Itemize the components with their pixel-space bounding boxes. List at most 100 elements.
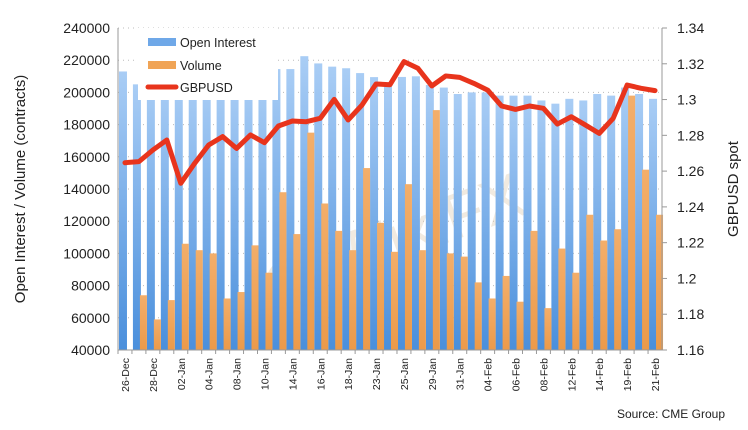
bar-open-interest (495, 95, 504, 351)
bar-open-interest (230, 84, 239, 350)
point-gbpusd (654, 90, 656, 92)
point-gbpusd (570, 116, 572, 118)
y2-tick-label: 1.28 (677, 127, 704, 143)
y-tick-label: 160000 (63, 149, 110, 165)
y-tick-label: 180000 (63, 117, 110, 133)
legend-swatch-open-interest (148, 38, 176, 46)
bar-open-interest (174, 84, 183, 350)
point-gbpusd (263, 142, 265, 144)
bar-volume (237, 292, 245, 350)
point-gbpusd (166, 139, 168, 141)
bar-volume (628, 95, 636, 351)
bar-open-interest (216, 84, 225, 350)
point-gbpusd (584, 124, 586, 126)
y-tick-label: 80000 (71, 278, 110, 294)
bar-volume (363, 168, 371, 350)
bar-volume (404, 184, 412, 350)
x-tick-label: 04-Feb (483, 358, 495, 391)
bar-volume (335, 230, 343, 350)
bar-volume (432, 110, 440, 350)
bar-open-interest (328, 66, 337, 350)
y-tick-label: 140000 (63, 181, 110, 197)
point-gbpusd (277, 125, 279, 127)
x-tick-label: 12-Feb (566, 358, 578, 391)
y2-tick-label: 1.22 (677, 235, 704, 251)
bar-open-interest (118, 71, 127, 350)
x-tick-label: 26-Dec (120, 358, 132, 392)
bar-volume (139, 295, 147, 350)
bar-volume (502, 275, 510, 350)
bar-open-interest (342, 68, 351, 350)
point-gbpusd (431, 85, 433, 87)
point-gbpusd (459, 76, 461, 78)
bar-volume (195, 250, 203, 350)
y2-axis-title: GBPUSD spot (725, 140, 742, 237)
point-gbpusd (194, 162, 196, 164)
bar-open-interest (537, 100, 546, 350)
legend-label-gbpusd: GBPUSD (180, 81, 233, 95)
bar-volume (530, 230, 538, 350)
y2-tick-label: 1.26 (677, 163, 704, 179)
bar-open-interest (551, 103, 560, 350)
bar-open-interest (635, 94, 644, 350)
y-tick-label: 200000 (63, 84, 110, 100)
bar-open-interest (188, 84, 197, 350)
point-gbpusd (347, 119, 349, 121)
bar-volume (181, 243, 189, 350)
point-gbpusd (501, 105, 503, 107)
point-gbpusd (180, 182, 182, 184)
y2-tick-label: 1.18 (677, 306, 704, 322)
point-gbpusd (515, 108, 517, 110)
point-gbpusd (445, 75, 447, 77)
point-gbpusd (305, 121, 307, 123)
point-gbpusd (152, 149, 154, 151)
point-gbpusd (250, 134, 252, 136)
bar-volume (321, 203, 329, 350)
x-tick-label: 21-Feb (650, 358, 662, 391)
bar-open-interest (314, 63, 323, 351)
legend-label-volume: Volume (180, 59, 222, 73)
point-gbpusd (124, 162, 126, 164)
y-tick-label: 100000 (63, 245, 110, 261)
bar-volume (656, 214, 664, 350)
point-gbpusd (528, 105, 530, 107)
source-note: Source: CME Group (617, 407, 725, 421)
legend-label-open-interest: Open Interest (180, 36, 256, 50)
point-gbpusd (598, 132, 600, 134)
bar-open-interest (565, 98, 574, 350)
point-gbpusd (319, 117, 321, 119)
y2-tick-label: 1.24 (677, 199, 704, 215)
bar-volume (265, 272, 273, 350)
bar-open-interest (579, 100, 588, 350)
bar-open-interest (272, 69, 281, 351)
point-gbpusd (403, 61, 405, 63)
bar-open-interest (411, 76, 420, 351)
x-tick-label: 04-Jan (204, 358, 216, 390)
y-tick-label: 40000 (71, 342, 110, 358)
x-tick-label: 08-Jan (232, 358, 244, 390)
point-gbpusd (626, 84, 628, 86)
bar-open-interest (453, 94, 462, 350)
y2-tick-label: 1.16 (677, 342, 704, 358)
y2-tick-label: 1.32 (677, 56, 704, 72)
bar-open-interest (607, 95, 616, 351)
point-gbpusd (291, 120, 293, 122)
bar-volume (446, 253, 454, 350)
y2-tick-label: 1.2 (677, 270, 697, 286)
y2-tick-label: 1.3 (677, 92, 697, 108)
bar-volume (586, 214, 594, 350)
bar-volume (474, 282, 482, 350)
point-gbpusd (556, 123, 558, 125)
bar-open-interest (202, 84, 211, 350)
bar-volume (307, 132, 315, 350)
point-gbpusd (542, 107, 544, 109)
x-tick-label: 16-Jan (315, 358, 327, 390)
bar-open-interest (132, 84, 141, 350)
bar-volume (488, 298, 496, 350)
bar-open-interest (370, 77, 379, 350)
x-tick-label: 14-Feb (594, 358, 606, 391)
bar-open-interest (160, 84, 169, 350)
bar-volume (544, 308, 552, 350)
bar-volume (642, 169, 650, 350)
